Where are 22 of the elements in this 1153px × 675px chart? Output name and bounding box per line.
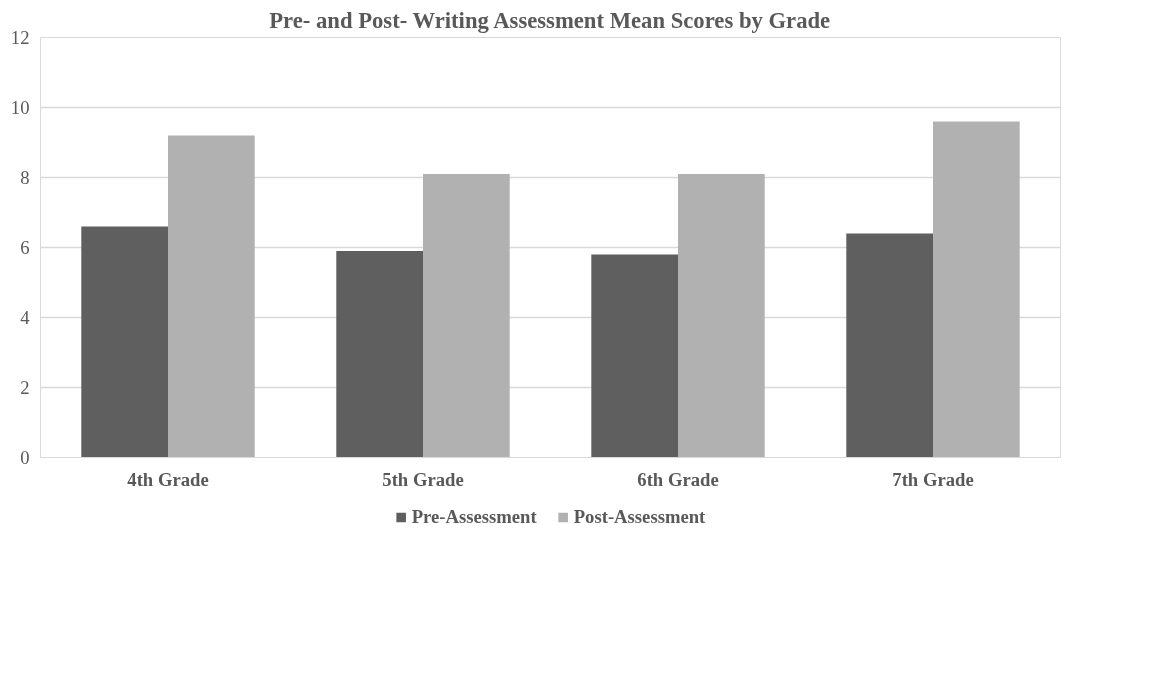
chart-title: Pre- and Post- Writing Assessment Mean Scores by Grade: [269, 7, 831, 33]
bar: [846, 233, 933, 458]
bar: [933, 121, 1020, 458]
legend-label: Post-Assessment: [573, 506, 706, 528]
bar: [591, 254, 678, 458]
x-tick-label: 7th Grade: [892, 468, 974, 490]
y-tick-label: 10: [10, 97, 30, 118]
y-tick-label: 2: [20, 377, 30, 398]
y-tick-label: 8: [20, 167, 30, 188]
x-tick-label: 4th Grade: [127, 468, 209, 490]
x-tick-label: 5th Grade: [382, 468, 464, 490]
bar: [168, 135, 255, 458]
bar: [678, 174, 765, 458]
x-tick-label: 6th Grade: [637, 468, 719, 490]
bar: [81, 226, 168, 458]
y-tick-label: 0: [20, 447, 30, 468]
y-tick-label: 6: [20, 237, 30, 258]
bar: [336, 251, 423, 458]
bar: [423, 174, 510, 458]
y-tick-label: 4: [20, 307, 31, 328]
legend-label: Pre-Assessment: [411, 506, 537, 528]
y-tick-label: 12: [10, 27, 30, 48]
